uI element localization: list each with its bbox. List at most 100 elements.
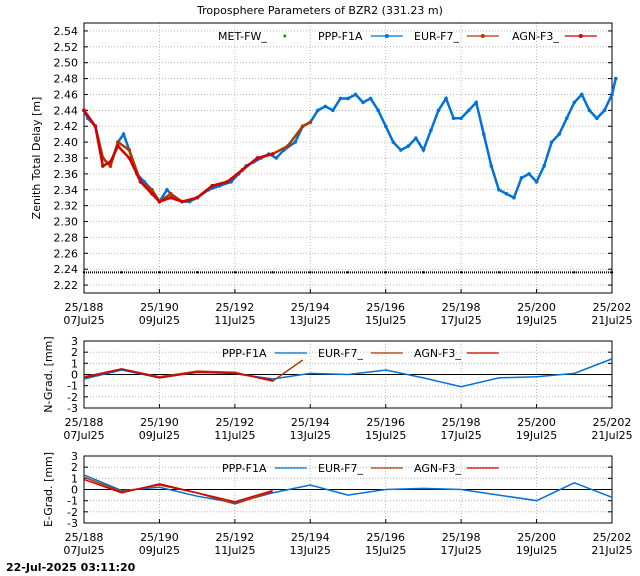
data-point xyxy=(338,96,343,101)
data-point xyxy=(308,120,313,125)
y-tick-label: 2.48 xyxy=(54,73,79,86)
data-point xyxy=(240,168,245,172)
data-point xyxy=(610,271,614,274)
legend-marker xyxy=(384,34,389,38)
data-point xyxy=(293,140,298,144)
legend-label: AGN-F3_ xyxy=(512,30,559,43)
data-point xyxy=(150,187,154,192)
data-point xyxy=(587,108,592,113)
data-point xyxy=(436,108,441,113)
data-point xyxy=(527,172,531,176)
x-tick-label-date: 07Jul25 xyxy=(63,429,104,442)
series-met-fw xyxy=(82,271,614,274)
series-ppp-f1a xyxy=(83,474,613,504)
data-point xyxy=(127,156,132,160)
y-tick-label: 2.50 xyxy=(54,57,79,70)
data-point xyxy=(391,140,396,144)
y-tick-label: 2.24 xyxy=(54,263,79,276)
data-point xyxy=(255,156,260,160)
x-tick-label-date: 13Jul25 xyxy=(290,544,331,557)
x-tick-label: 25/198 xyxy=(442,416,481,429)
data-point xyxy=(168,195,173,200)
data-point xyxy=(82,271,86,274)
data-point xyxy=(451,116,456,121)
data-point xyxy=(474,100,479,105)
x-tick-label: 25/202 xyxy=(593,531,632,544)
y-tick-label: 0 xyxy=(71,369,78,382)
series-line xyxy=(82,109,311,204)
data-point xyxy=(444,96,448,101)
series-line xyxy=(83,474,613,504)
x-tick-label: 25/192 xyxy=(216,531,255,544)
data-point xyxy=(168,191,173,196)
y-tick-label: -2 xyxy=(67,506,78,519)
x-tick-label-date: 09Jul25 xyxy=(139,429,180,442)
data-point xyxy=(613,76,618,81)
x-tick-label: 25/194 xyxy=(291,531,330,544)
y-tick-label: 2.22 xyxy=(54,279,79,292)
data-point xyxy=(459,116,463,121)
y-tick-label: 2.34 xyxy=(54,184,79,197)
y-tick-label: 2.32 xyxy=(54,200,79,213)
y-axis-label: N-Grad. [mm] xyxy=(42,336,55,412)
x-tick-label-date: 09Jul25 xyxy=(139,314,180,327)
data-point xyxy=(82,108,86,113)
x-tick-label: 25/188 xyxy=(65,301,104,314)
legend-label: PPP-F1A xyxy=(318,30,363,43)
x-tick-label: 25/194 xyxy=(291,416,330,429)
x-tick-label-date: 17Jul25 xyxy=(441,429,482,442)
data-point xyxy=(270,152,275,156)
x-tick-label: 25/198 xyxy=(442,301,481,314)
x-tick-label-date: 15Jul25 xyxy=(365,544,406,557)
x-tick-label-date: 11Jul25 xyxy=(214,314,255,327)
x-tick-label: 25/196 xyxy=(366,531,405,544)
y-tick-label: -3 xyxy=(67,517,78,530)
data-point xyxy=(101,164,105,168)
series-line xyxy=(82,109,273,204)
y-axis-label: Zenith Total Delay [m] xyxy=(30,97,43,220)
data-point xyxy=(519,176,524,180)
data-point xyxy=(108,164,113,168)
legend-label: EUR-F7_ xyxy=(414,30,459,43)
data-point xyxy=(535,271,538,274)
legend-marker xyxy=(283,34,287,38)
data-point xyxy=(210,183,215,188)
data-point xyxy=(497,271,501,274)
legend-label: PPP-F1A xyxy=(222,347,267,360)
panel-1 xyxy=(82,22,618,294)
series-ppp-f1a xyxy=(82,76,618,205)
panel-3 xyxy=(83,455,613,524)
x-tick-label-date: 13Jul25 xyxy=(290,429,331,442)
y-axis-label: E-Grad. [mm] xyxy=(42,452,55,527)
data-point xyxy=(580,92,584,97)
data-point xyxy=(572,100,577,105)
data-point xyxy=(271,271,274,274)
x-tick-label-date: 21Jul25 xyxy=(591,544,632,557)
data-point xyxy=(422,271,425,274)
panel-2 xyxy=(83,340,613,409)
x-tick-label: 25/192 xyxy=(216,416,255,429)
x-tick-label: 25/196 xyxy=(366,301,405,314)
y-tick-label: -1 xyxy=(67,495,78,508)
data-point xyxy=(595,116,599,121)
y-tick-label: 1 xyxy=(71,357,78,370)
x-tick-label-date: 11Jul25 xyxy=(214,544,255,557)
x-tick-label: 25/190 xyxy=(140,416,179,429)
x-tick-label: 25/200 xyxy=(517,531,556,544)
data-point xyxy=(195,271,199,274)
y-tick-label: 2.38 xyxy=(54,152,79,165)
data-point xyxy=(459,271,463,274)
data-point xyxy=(534,180,539,184)
data-point xyxy=(127,148,132,152)
data-point xyxy=(406,144,411,148)
data-point xyxy=(309,271,312,274)
x-tick-label-date: 07Jul25 xyxy=(63,544,104,557)
y-tick-label: -2 xyxy=(67,391,78,404)
data-point xyxy=(116,140,120,144)
x-tick-label: 25/188 xyxy=(65,531,104,544)
page-title: Troposphere Parameters of BZR2 (331.23 m… xyxy=(197,4,443,17)
y-tick-label: -3 xyxy=(67,402,78,415)
y-tick-label: 2.44 xyxy=(54,104,79,117)
data-point xyxy=(481,132,486,136)
